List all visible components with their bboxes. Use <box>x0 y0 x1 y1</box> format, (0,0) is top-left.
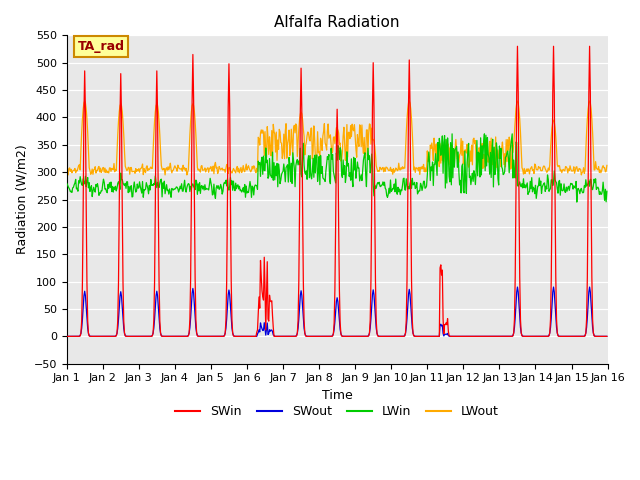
LWout <box>420 161 428 167</box>
SWout <box>603 334 611 339</box>
LWin <box>573 199 580 205</box>
LWout <box>63 171 70 177</box>
Legend: SWin, SWout, LWin, LWout: SWin, SWout, LWin, LWout <box>170 400 504 423</box>
SWin <box>403 277 411 283</box>
SWout <box>63 334 70 339</box>
LWin <box>183 185 191 191</box>
SWin <box>128 334 136 339</box>
SWin <box>212 334 220 339</box>
Line: SWin: SWin <box>67 46 607 336</box>
LWout <box>64 172 72 178</box>
SWin <box>63 334 70 339</box>
SWin <box>514 43 522 49</box>
Line: SWout: SWout <box>67 287 607 336</box>
SWin <box>72 334 80 339</box>
Title: Alfalfa Radiation: Alfalfa Radiation <box>275 15 400 30</box>
LWin <box>128 194 136 200</box>
LWin <box>418 188 426 193</box>
LWout <box>184 167 192 172</box>
LWin <box>603 189 611 194</box>
SWout <box>72 334 80 339</box>
SWout <box>403 315 411 321</box>
SWout <box>419 334 427 339</box>
LWin <box>448 131 456 137</box>
Text: TA_rad: TA_rad <box>77 40 124 53</box>
Line: LWin: LWin <box>67 134 607 202</box>
LWout <box>404 106 412 112</box>
LWin <box>63 180 70 186</box>
SWin <box>252 334 260 339</box>
LWout <box>74 168 81 174</box>
SWin <box>183 334 191 339</box>
Line: LWout: LWout <box>67 101 607 175</box>
LWout <box>81 98 88 104</box>
SWout <box>252 334 260 339</box>
X-axis label: Time: Time <box>322 389 353 402</box>
LWout <box>603 163 611 168</box>
LWout <box>213 164 221 170</box>
SWout <box>183 334 191 339</box>
LWin <box>403 176 410 182</box>
Y-axis label: Radiation (W/m2): Radiation (W/m2) <box>15 144 28 254</box>
LWout <box>130 168 138 174</box>
LWin <box>72 186 80 192</box>
SWout <box>514 284 522 290</box>
LWin <box>212 195 220 201</box>
SWin <box>419 334 427 339</box>
SWout <box>212 334 220 339</box>
SWout <box>128 334 136 339</box>
SWin <box>603 334 611 339</box>
